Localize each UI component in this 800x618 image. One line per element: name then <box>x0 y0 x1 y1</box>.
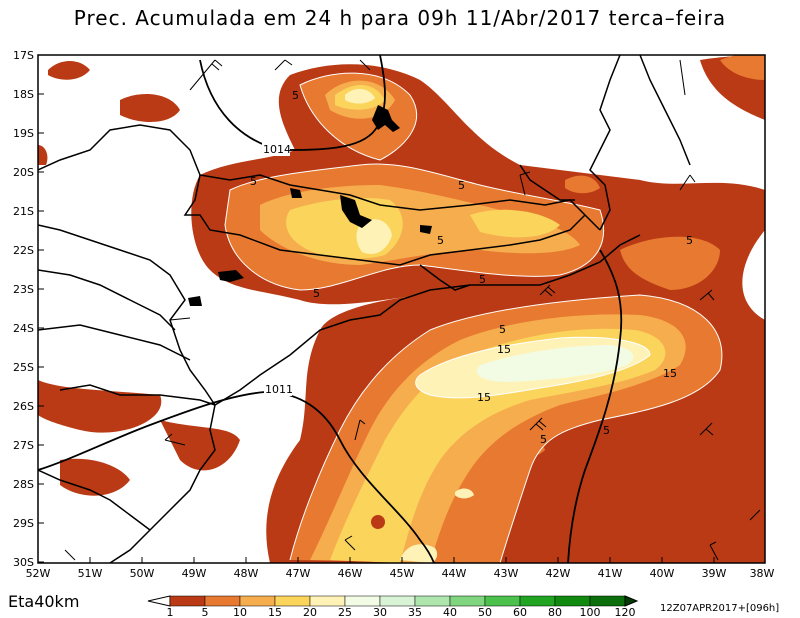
colorbar-label: 10 <box>233 606 247 618</box>
lat-label: 18S <box>13 88 34 101</box>
lat-label: 21S <box>13 205 34 218</box>
isobars <box>37 54 623 564</box>
precip-label: 5 <box>250 175 257 188</box>
colorbar-swatch <box>274 595 311 607</box>
precip-label: 5 <box>437 234 444 247</box>
precip-contours <box>224 72 723 563</box>
lon-label: 51W <box>78 567 103 580</box>
model-name: Eta40km <box>8 592 80 611</box>
lon-label: 50W <box>130 567 155 580</box>
precip-label: 5 <box>292 89 299 102</box>
colorbar-label: 60 <box>513 606 527 618</box>
colorbar-swatch <box>344 595 381 607</box>
colorbar-swatch <box>589 595 626 607</box>
precip-labels: 5 5 5 5 5 5 5 5 15 15 15 5 5 <box>250 89 693 446</box>
lat-label: 24S <box>13 322 34 335</box>
lat-label: 29S <box>13 517 34 530</box>
precip-label: 15 <box>477 391 491 404</box>
lon-label: 40W <box>650 567 675 580</box>
colorbar-min-arrow <box>147 595 171 607</box>
colorbar-swatch <box>484 595 521 607</box>
lat-label: 30S <box>13 556 34 569</box>
precip-label: 15 <box>497 343 511 356</box>
colorbar-label: 80 <box>548 606 562 618</box>
lat-label: 27S <box>13 439 34 452</box>
lon-label: 46W <box>338 567 363 580</box>
lon-label: 47W <box>286 567 311 580</box>
map-title: Prec. Acumulada em 24 h para 09h 11/Abr/… <box>73 6 727 30</box>
colorbar-swatch <box>449 595 486 607</box>
lon-label: 49W <box>182 567 207 580</box>
run-info: 12Z07APR2017+[096h] <box>660 603 780 614</box>
colorbar-swatch <box>414 595 451 607</box>
colorbar-label: 1 <box>167 606 174 618</box>
pressure-label-bg <box>262 143 290 156</box>
colorbar-swatch <box>379 595 416 607</box>
lon-label: 38W <box>750 567 775 580</box>
colorbar-label: 50 <box>478 606 492 618</box>
lon-label: 52W <box>26 567 51 580</box>
colorbar-label: 40 <box>443 606 457 618</box>
lat-label: 19S <box>13 127 34 140</box>
colorbar-swatch <box>309 595 346 607</box>
precip-label: 5 <box>313 287 320 300</box>
colorbar-label: 100 <box>580 606 601 618</box>
colorbar-swatch <box>169 595 206 607</box>
colorbar-swatch <box>519 595 556 607</box>
pressure-label: 1014 <box>263 143 291 156</box>
coastline-borders <box>38 55 691 563</box>
pressure-label: 1011 <box>265 383 293 396</box>
precip-label: 5 <box>499 323 506 336</box>
precip-label: 5 <box>458 179 465 192</box>
lon-label: 39W <box>702 567 727 580</box>
colorbar-swatch <box>554 595 591 607</box>
colorbar-label: 35 <box>408 606 422 618</box>
colorbar-label: 120 <box>615 606 636 618</box>
lon-label: 41W <box>598 567 623 580</box>
colorbar: 1 5 10 15 20 25 30 35 40 50 60 80 100 120 <box>147 595 639 618</box>
lon-label: 48W <box>234 567 259 580</box>
colorbar-swatch <box>239 595 276 607</box>
precip-label: 5 <box>603 424 610 437</box>
colorbar-label: 20 <box>303 606 317 618</box>
lat-axis: 17S 18S 19S 20S 21S 22S 23S 24S 25S 26S … <box>13 49 44 569</box>
lat-label: 25S <box>13 361 34 374</box>
precip-spot <box>371 515 385 529</box>
colorbar-label: 15 <box>268 606 282 618</box>
colorbar-label: 5 <box>202 606 209 618</box>
lat-label: 28S <box>13 478 34 491</box>
precip-fields <box>38 55 765 563</box>
lat-label: 22S <box>13 244 34 257</box>
lon-label: 43W <box>494 567 519 580</box>
lat-label: 20S <box>13 166 34 179</box>
colorbar-swatch <box>204 595 241 607</box>
lon-label: 45W <box>390 567 415 580</box>
lat-label: 17S <box>13 49 34 62</box>
precip-label: 5 <box>540 433 547 446</box>
precip-level-25 <box>476 345 634 382</box>
precip-label: 5 <box>479 273 486 286</box>
wind-barbs <box>64 59 761 561</box>
colorbar-label: 25 <box>338 606 352 618</box>
colorbar-label: 30 <box>373 606 387 618</box>
lon-label: 44W <box>442 567 467 580</box>
precip-label: 15 <box>663 367 677 380</box>
lon-axis: 52W 51W 50W 49W 48W 47W 46W 45W 44W 43W … <box>26 557 775 580</box>
lat-label: 26S <box>13 400 34 413</box>
lat-label: 23S <box>13 283 34 296</box>
lon-label: 42W <box>546 567 571 580</box>
precip-label: 5 <box>686 234 693 247</box>
colorbar-max-arrow <box>624 595 639 607</box>
pressure-label-bg <box>264 383 292 396</box>
